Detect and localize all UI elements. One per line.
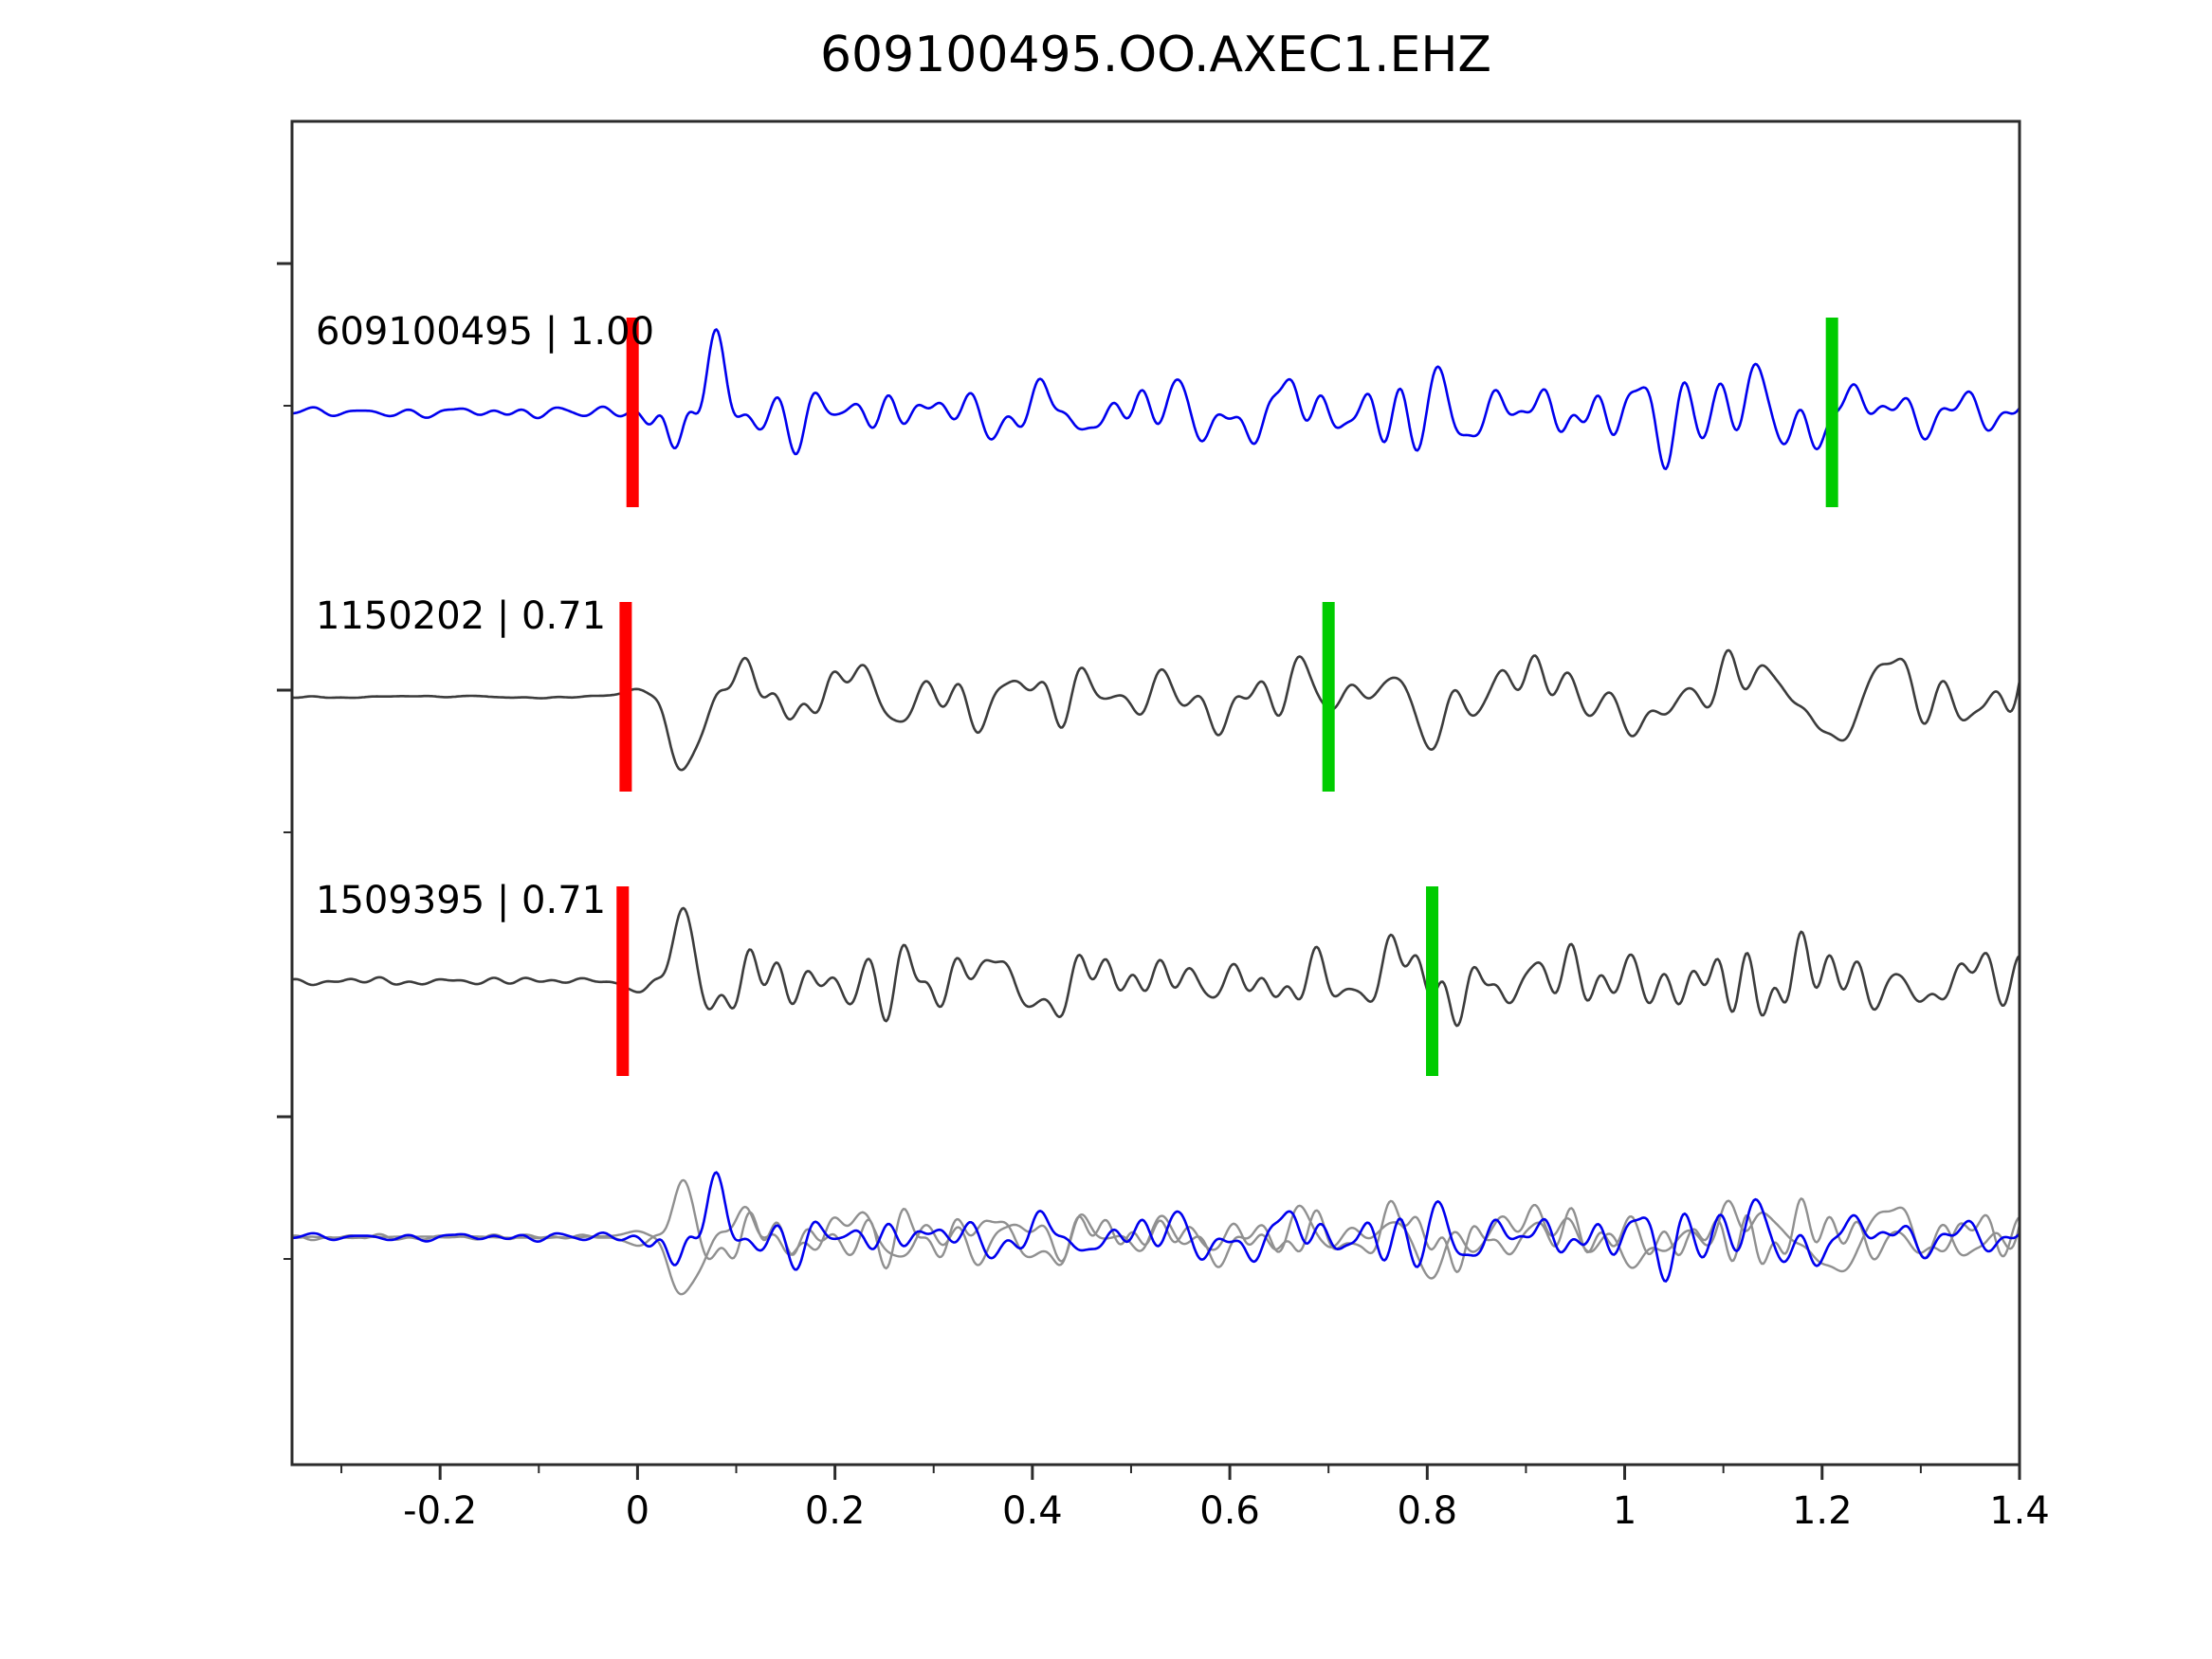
overlay-waveform-1150202	[291, 1199, 2021, 1296]
x-tick-label: 1.4	[1989, 1489, 2050, 1533]
x-tick-label: -0.2	[403, 1489, 477, 1533]
x-tick-label: 0.8	[1398, 1489, 1458, 1533]
trace-label-1509395: 1509395 | 0.71	[316, 879, 606, 922]
trace-waveform-609100495	[291, 328, 2021, 470]
trace-waveform-1509395	[291, 906, 2020, 1028]
plot-border	[290, 119, 2021, 1467]
overlay-waveform-1509395	[291, 1178, 2020, 1274]
x-tick-label: 0.2	[805, 1489, 866, 1533]
trace-label-1150202: 1150202 | 0.71	[316, 594, 606, 638]
overlay-waveform-template	[291, 1171, 2020, 1283]
figure-title: 609100495.OO.AXEC1.EHZ	[819, 27, 1492, 83]
x-tick-label: 0.6	[1199, 1489, 1260, 1533]
x-tick-label: 1.2	[1792, 1489, 1853, 1533]
trace-label-609100495: 609100495 | 1.00	[316, 310, 654, 354]
x-tick-label: 1	[1613, 1489, 1636, 1533]
x-tick-label: 0	[626, 1489, 649, 1533]
x-tick-label: 0.4	[1002, 1489, 1063, 1533]
trace-waveform-1150202	[291, 648, 2021, 772]
